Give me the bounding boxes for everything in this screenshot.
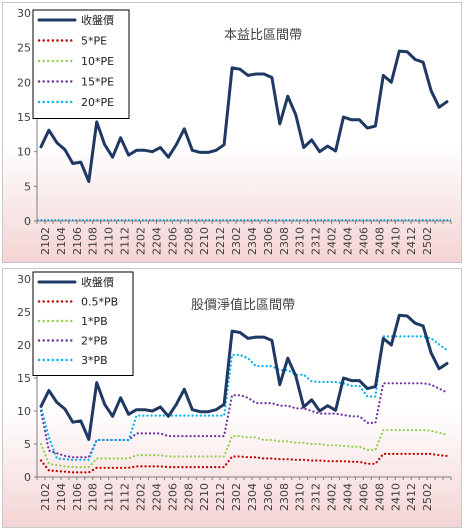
x-tick-label: 2410 xyxy=(389,483,402,511)
x-tick-label: 2304 xyxy=(246,227,259,255)
x-tick-label: 2312 xyxy=(310,227,323,255)
x-tick-label: 2408 xyxy=(373,483,386,511)
y-tick-label: 0 xyxy=(24,215,31,228)
legend-label: 5*PE xyxy=(81,35,107,48)
y-tick-label: 30 xyxy=(17,7,31,20)
series-line-0 xyxy=(39,313,449,441)
x-tick-label: 2412 xyxy=(405,227,418,255)
legend-label: 15*PE xyxy=(81,76,114,89)
x-tick-label: 2310 xyxy=(294,483,307,511)
x-tick-label: 2306 xyxy=(262,227,275,255)
x-tick-label: 2302 xyxy=(230,227,243,255)
x-tick-label: 2202 xyxy=(135,483,148,511)
x-tick-label: 2212 xyxy=(214,227,227,255)
x-tick-label: 2110 xyxy=(103,227,116,255)
legend-label: 0.5*PB xyxy=(81,296,118,309)
y-tick-label: 30 xyxy=(17,273,31,286)
y-tick-label: 15 xyxy=(17,111,31,124)
pb-band-chart: 0 5 10 15 20 25 30 2102 2104 2106 2108 2110 2112 2202… xyxy=(17,271,452,511)
x-tick-label: 2306 xyxy=(262,483,275,511)
chart-title: 本益比區間帶 xyxy=(224,28,302,43)
series-line-1 xyxy=(39,452,449,474)
x-tick-label: 2212 xyxy=(214,483,227,511)
y-tick-label: 20 xyxy=(17,339,31,352)
legend-label: 10*PE xyxy=(81,55,114,68)
series-line-3 xyxy=(39,382,449,459)
x-tick-label: 2408 xyxy=(373,227,386,255)
x-tick-label: 2206 xyxy=(166,227,179,255)
y-tick-label: 5 xyxy=(24,180,31,193)
x-tick-label: 2104 xyxy=(55,227,68,255)
x-tick-label: 2502 xyxy=(421,483,434,511)
legend-label: 20*PE xyxy=(81,96,114,109)
x-tick-label: 2106 xyxy=(71,483,84,511)
pb-band-chart-panel: 0 5 10 15 20 25 30 2102 2104 2106 2108 2110 2112 2202… xyxy=(2,268,462,528)
legend-label: 2*PB xyxy=(81,335,108,348)
x-tick-label: 2108 xyxy=(87,227,100,255)
y-tick-label: 20 xyxy=(17,76,31,89)
x-tick-label: 2204 xyxy=(150,483,163,511)
x-tick-label: 2406 xyxy=(357,483,370,511)
x-tick-label: 2304 xyxy=(246,483,259,511)
legend-label: 3*PB xyxy=(81,354,108,367)
x-tick-label: 2206 xyxy=(166,483,179,511)
y-tick-label: 10 xyxy=(17,146,31,159)
legend-box xyxy=(32,271,134,376)
legend-box xyxy=(32,9,130,119)
y-tick-label: 25 xyxy=(17,306,31,319)
x-tick-label: 2404 xyxy=(342,483,355,511)
x-tick-label: 2106 xyxy=(71,227,84,255)
x-tick-label: 2102 xyxy=(39,483,52,511)
x-tick-label: 2208 xyxy=(182,483,195,511)
x-tick-label: 2308 xyxy=(278,483,291,511)
x-tick-label: 2312 xyxy=(310,483,323,511)
x-tick-label: 2104 xyxy=(55,483,68,511)
x-tick-label: 2412 xyxy=(405,483,418,511)
x-tick-label: 2102 xyxy=(39,227,52,255)
series-line-0 xyxy=(39,49,449,183)
legend-label: 收盤價 xyxy=(81,275,114,289)
x-tick-label: 2108 xyxy=(87,483,100,511)
x-tick-label: 2210 xyxy=(198,227,211,255)
pe-band-chart: 0 5 10 15 20 25 30 2102 2104 2106 2108 2110 2112 2202… xyxy=(17,7,452,255)
y-tick-label: 10 xyxy=(17,405,31,418)
x-tick-label: 2308 xyxy=(278,227,291,255)
x-tick-label: 2210 xyxy=(198,483,211,511)
chart-title: 股價淨值比區間帶 xyxy=(191,297,295,313)
x-tick-label: 2202 xyxy=(135,227,148,255)
y-tick-label: 25 xyxy=(17,42,31,55)
pe-band-chart-panel: 0 5 10 15 20 25 30 2102 2104 2106 2108 2110 2112 2202… xyxy=(2,2,462,263)
x-tick-label: 2406 xyxy=(357,227,370,255)
x-tick-label: 2402 xyxy=(326,483,339,511)
legend-label: 收盤價 xyxy=(81,13,114,27)
x-tick-label: 2502 xyxy=(421,227,434,255)
legend-label: 1*PB xyxy=(81,315,108,328)
x-tick-label: 2110 xyxy=(103,483,116,511)
x-tick-label: 2112 xyxy=(119,483,132,511)
series-line-4 xyxy=(39,335,449,461)
series-line-2 xyxy=(39,429,449,469)
y-tick-label: 15 xyxy=(17,372,31,385)
x-tick-label: 2410 xyxy=(389,227,402,255)
y-tick-label: 5 xyxy=(24,438,31,451)
x-tick-label: 2208 xyxy=(182,227,195,255)
y-tick-label: 0 xyxy=(24,471,31,484)
x-tick-label: 2404 xyxy=(342,227,355,255)
x-tick-label: 2112 xyxy=(119,227,132,255)
x-tick-label: 2302 xyxy=(230,483,243,511)
x-tick-label: 2402 xyxy=(326,227,339,255)
x-tick-label: 2310 xyxy=(294,227,307,255)
x-tick-label: 2204 xyxy=(150,227,163,255)
